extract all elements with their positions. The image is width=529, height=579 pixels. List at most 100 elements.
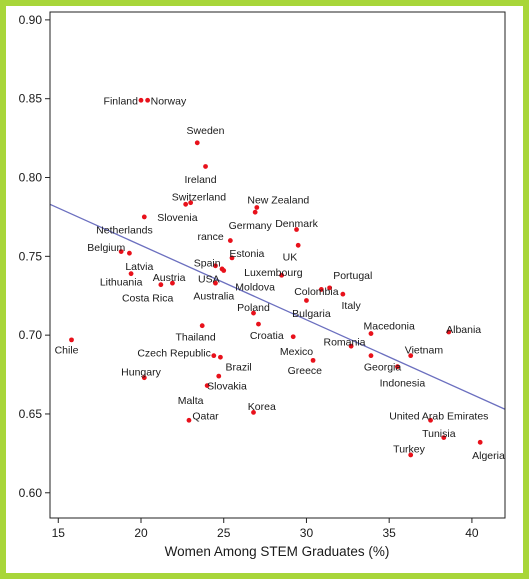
data-point <box>408 353 414 359</box>
data-point <box>158 282 164 288</box>
data-point <box>127 250 132 256</box>
data-point <box>395 364 400 370</box>
point-label: Estonia <box>229 248 264 260</box>
point-label: Australia <box>193 291 234 303</box>
data-point <box>252 209 258 215</box>
point-label: USA <box>198 273 220 285</box>
data-point <box>216 373 222 379</box>
y-tick-label: 0.80 <box>19 171 43 185</box>
data-point <box>327 285 333 291</box>
x-tick-label: 30 <box>300 526 314 540</box>
point-label: Indonesia <box>380 377 426 389</box>
point-label: Mexico <box>280 346 313 358</box>
point-label: Switzerland <box>172 191 226 203</box>
data-point <box>203 164 208 169</box>
point-label: Romania <box>323 336 365 348</box>
point-label: Czech Republic <box>137 347 211 359</box>
point-label: Ireland <box>185 174 217 186</box>
point-label: Finland <box>104 95 139 107</box>
x-tick-label: 25 <box>217 526 231 540</box>
x-tick-label: 15 <box>52 526 66 540</box>
point-label: United Arab Emirates <box>389 411 488 423</box>
point-label: Chile <box>55 344 79 356</box>
data-point <box>279 272 285 278</box>
point-label: Vietnam <box>405 344 444 356</box>
point-label: Malta <box>178 395 204 407</box>
data-point <box>141 214 147 220</box>
data-point <box>141 375 147 381</box>
data-point <box>254 205 260 210</box>
point-label: Costa Rica <box>122 292 174 304</box>
point-label: Latvia <box>125 261 153 273</box>
data-point <box>310 357 316 363</box>
point-label: Luxembourg <box>244 267 303 279</box>
x-tick-label: 35 <box>383 526 397 540</box>
point-label: Poland <box>237 302 270 314</box>
y-tick-label: 0.70 <box>19 328 43 342</box>
data-point <box>446 329 452 335</box>
point-label: Slovakia <box>207 381 247 393</box>
point-label: Belgium <box>87 242 125 254</box>
data-point <box>251 409 256 415</box>
point-label: Germany <box>229 220 273 232</box>
point-label: rance <box>197 231 223 243</box>
y-tick-label: 0.90 <box>19 13 43 27</box>
data-point <box>368 353 374 359</box>
point-label: Colombia <box>294 286 339 298</box>
point-label: Korea <box>248 401 276 413</box>
data-point <box>340 291 346 297</box>
data-point <box>118 249 124 255</box>
data-point <box>304 298 309 303</box>
data-point <box>194 140 200 146</box>
data-point <box>145 97 151 103</box>
point-label: Algeria <box>472 450 505 462</box>
data-point <box>128 271 134 277</box>
point-label: Spain <box>194 258 221 270</box>
point-label: Portugal <box>333 270 372 282</box>
data-point <box>170 280 175 286</box>
data-point <box>368 331 374 336</box>
data-point <box>229 255 235 261</box>
y-tick-label: 0.85 <box>19 92 43 106</box>
point-label: Croatia <box>250 330 284 342</box>
point-label: Qatar <box>192 411 219 423</box>
data-point <box>213 263 218 269</box>
point-label: Austria <box>153 272 186 284</box>
data-point <box>183 201 189 207</box>
point-label: Turkey <box>393 444 425 456</box>
data-point <box>218 354 223 360</box>
data-point <box>138 97 144 103</box>
data-point <box>221 268 227 273</box>
y-tick-label: 0.65 <box>19 407 43 421</box>
point-label: Georgia <box>364 362 402 374</box>
point-label: Netherlands <box>96 225 153 237</box>
point-label: Tunisia <box>422 428 456 440</box>
data-point <box>348 343 354 349</box>
data-point <box>295 242 301 248</box>
point-label: Bulgaria <box>292 308 331 320</box>
data-point <box>211 353 217 359</box>
point-label: Brazil <box>225 362 251 374</box>
point-label: Italy <box>341 300 361 312</box>
data-point <box>199 323 205 329</box>
point-label: Slovenia <box>157 212 197 224</box>
data-point <box>318 287 324 292</box>
data-point <box>408 452 414 458</box>
data-point <box>441 435 447 441</box>
point-label: Thailand <box>175 332 215 344</box>
point-label: Lithuania <box>100 277 143 289</box>
point-label: Hungary <box>121 366 161 378</box>
data-point <box>251 310 256 316</box>
point-label: New Zealand <box>247 195 309 207</box>
point-label: Denmark <box>275 218 318 230</box>
y-tick-label: 0.75 <box>19 249 43 263</box>
x-tick-label: 40 <box>465 526 479 540</box>
data-point <box>256 321 261 327</box>
data-point <box>69 337 74 343</box>
data-point <box>213 280 218 286</box>
data-point <box>204 383 210 388</box>
data-point <box>290 334 296 340</box>
data-point <box>477 439 483 445</box>
